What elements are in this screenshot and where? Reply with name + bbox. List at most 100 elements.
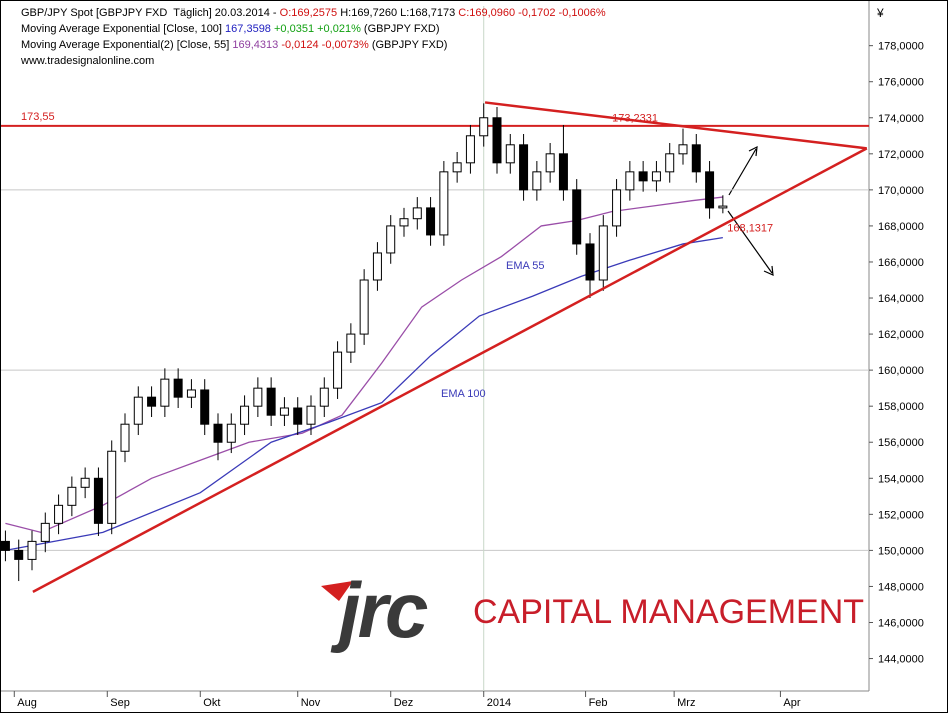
candle-body	[545, 153, 555, 173]
header-text: -0,0124 -0,0073%	[278, 39, 369, 51]
ema-label: EMA 100	[441, 388, 486, 400]
candle-body	[598, 225, 608, 281]
y-tick-label: 150,0000	[878, 545, 924, 557]
candle-body	[1, 540, 10, 551]
x-tick-label: Nov	[301, 697, 321, 709]
header-text: www.tradesignalonline.com	[21, 55, 155, 67]
price-annotation: 168,1317	[727, 222, 773, 234]
y-tick-label: 156,0000	[878, 437, 924, 449]
candle-body	[306, 405, 316, 425]
y-tick-label: 162,0000	[878, 329, 924, 341]
header-line: www.tradesignalonline.com	[9, 53, 606, 69]
x-tick-label: Dez	[394, 697, 414, 709]
plot-area	[1, 1, 869, 691]
legend-header: GBP/JPY Spot [GBPJPY FXD Täglich] 20.03.…	[9, 5, 606, 69]
candle-body	[147, 396, 157, 407]
x-tick-label: Mrz	[677, 697, 695, 709]
candle-body	[333, 351, 343, 389]
logo: jrc CAPITAL MANAGEMENT	[321, 566, 864, 654]
candle-body	[372, 252, 382, 281]
y-tick-label: 178,0000	[878, 41, 924, 53]
candle-body	[439, 171, 449, 236]
candle-body	[638, 171, 648, 182]
candle-body	[399, 218, 409, 227]
y-tick-label: 146,0000	[878, 618, 924, 630]
candle-body	[14, 549, 24, 560]
candle-body	[173, 378, 183, 398]
candle-body	[585, 243, 595, 281]
candle-body	[293, 407, 303, 425]
x-tick-label: Okt	[203, 697, 220, 709]
candle-body	[40, 522, 50, 542]
currency-symbol: ¥	[876, 6, 884, 20]
x-tick-label: 2014	[487, 697, 511, 709]
candle-body	[479, 117, 489, 137]
price-annotation: 173,2331	[612, 112, 658, 124]
header-text: 167,3598	[225, 23, 271, 35]
y-tick-label: 148,0000	[878, 581, 924, 593]
y-tick-label: 160,0000	[878, 365, 924, 377]
candle-body	[200, 389, 210, 425]
y-tick-label: 166,0000	[878, 257, 924, 269]
candle-body	[279, 407, 289, 416]
candle-body	[651, 171, 661, 182]
header-text: +0,0351 +0,021%	[270, 23, 361, 35]
ema-line	[5, 236, 723, 552]
candle-body	[412, 207, 422, 220]
y-tick-label: 152,0000	[878, 509, 924, 521]
y-tick-label: 154,0000	[878, 473, 924, 485]
candle-body	[625, 171, 635, 191]
candle-body	[718, 205, 728, 209]
candle-body	[532, 171, 542, 191]
candle-body	[226, 423, 236, 443]
ema-label: EMA 55	[506, 260, 545, 272]
candle-body	[612, 189, 622, 227]
header-text: H:169,7260 L:168,7173	[337, 7, 459, 19]
candle-body	[665, 153, 675, 173]
candle-body	[54, 504, 64, 524]
candle-body	[465, 135, 475, 164]
header-line: GBP/JPY Spot [GBPJPY FXD Täglich] 20.03.…	[9, 5, 606, 21]
candle-body	[426, 207, 436, 236]
candle-body	[186, 389, 196, 398]
y-tick-label: 144,0000	[878, 654, 924, 666]
trendline	[32, 147, 868, 593]
trendline	[484, 101, 867, 150]
x-tick-label: Sep	[110, 697, 130, 709]
header-text: Moving Average Exponential [Close, 100]	[21, 23, 226, 35]
y-tick-label: 172,0000	[878, 149, 924, 161]
candle-body	[359, 279, 369, 335]
y-tick-label: 170,0000	[878, 185, 924, 197]
arrows	[727, 145, 774, 276]
header-text: C:169,0960 -0,1702 -0,1006%	[458, 7, 606, 19]
candle-body	[705, 171, 715, 209]
candle-body	[133, 396, 143, 425]
header-text: 169,4313	[232, 39, 279, 51]
candle-body	[107, 450, 117, 524]
y-tick-label: 176,0000	[878, 77, 924, 89]
header-line: Moving Average Exponential [Close, 100] …	[9, 21, 606, 37]
resistance-label: 173,55	[21, 111, 55, 123]
logo-swoosh	[321, 581, 353, 601]
x-tick-label: Aug	[17, 697, 37, 709]
candle-body	[505, 144, 515, 164]
candle-body	[319, 387, 329, 407]
candle-body	[519, 144, 529, 191]
candle-body	[67, 486, 77, 506]
y-tick-label: 174,0000	[878, 113, 924, 125]
candle-body	[492, 117, 502, 164]
x-tick-label: Feb	[589, 697, 608, 709]
candle-body	[160, 378, 170, 407]
y-tick-label: 168,0000	[878, 221, 924, 233]
logo-text: CAPITAL MANAGEMENT	[473, 593, 864, 631]
x-tick-label: Apr	[783, 697, 800, 709]
candle-body	[678, 144, 688, 155]
candle-body	[93, 477, 103, 524]
candle-body	[346, 333, 356, 353]
header-line: Moving Average Exponential(2) [Close, 55…	[9, 37, 606, 53]
candle-body	[120, 423, 130, 452]
candle-body	[572, 189, 582, 245]
y-tick-label: 158,0000	[878, 401, 924, 413]
candle-body	[253, 387, 263, 407]
